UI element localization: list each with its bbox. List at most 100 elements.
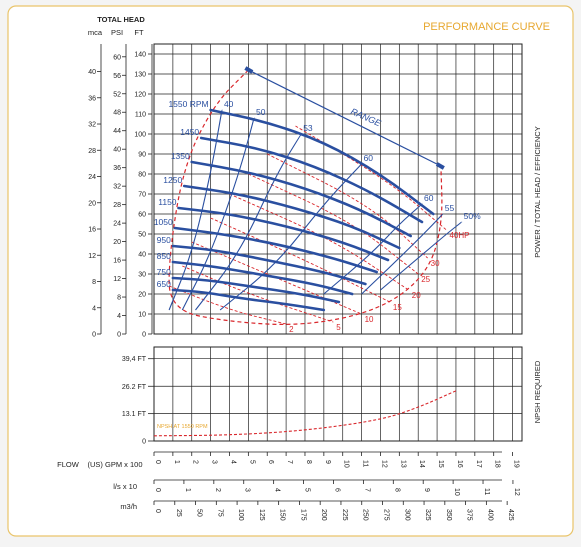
chart-title: PERFORMANCE CURVE	[423, 21, 550, 33]
gpm-tick-label: 14	[418, 460, 425, 468]
ls-tick-label: 9	[423, 488, 430, 492]
npsh-tick-label: 26.2 FT	[122, 384, 147, 391]
gpm-tick-label: 11	[362, 460, 369, 467]
gpm-tick-label: 5	[248, 460, 255, 464]
mca-tick-label: 20	[88, 200, 96, 207]
mca-tick-label: 32	[88, 122, 96, 129]
npsh-tick-label: 39,4 FT	[122, 356, 147, 363]
psi-tick-label: 32	[113, 184, 121, 191]
efficiency-curve-label: 55	[445, 203, 455, 213]
speed-curve-label: 1450	[180, 127, 199, 137]
m3h-tick-label: 275	[383, 509, 390, 521]
gpm-tick-label: 18	[494, 460, 501, 468]
flow-label: FLOW	[57, 460, 80, 469]
power-curve-label: 25	[421, 275, 430, 284]
ls-tick-label: 2	[214, 488, 221, 492]
mca-tick-label: 40	[88, 69, 96, 76]
m3h-tick-label: 300	[403, 509, 410, 521]
gpm-tick-label: 4	[229, 460, 236, 464]
ls-tick-label: 12	[513, 488, 520, 496]
mca-tick-label: 0	[92, 332, 96, 339]
gpm-tick-label: 17	[475, 460, 482, 468]
gpm-tick-label: 10	[343, 460, 350, 468]
speed-curve	[171, 288, 326, 312]
m3h-tick-label: 75	[216, 509, 223, 517]
ft-tick-label: 90	[138, 152, 146, 159]
mca-tick-label: 16	[88, 227, 96, 234]
psi-tick-label: 60	[113, 54, 121, 61]
speed-curve	[182, 184, 401, 250]
power-curve	[168, 285, 287, 325]
m3h-label: m3/h	[120, 502, 137, 511]
gpm-tick-label: 1	[173, 460, 180, 464]
m3h-tick-label: 50	[196, 509, 203, 517]
main-plot-frame	[153, 43, 523, 335]
ft-tick-label: 30	[138, 272, 146, 279]
npsh-tick-label: 0	[142, 439, 146, 446]
efficiency-curve	[323, 203, 423, 295]
m3h-tick-label: 325	[424, 509, 431, 521]
gpm-tick-label: 19	[513, 460, 520, 468]
efficiency-curve	[168, 109, 223, 311]
speed-curve-label: 1050	[154, 217, 173, 227]
speed-curve	[177, 206, 390, 262]
mca-tick-label: 8	[92, 279, 96, 286]
speed-curve	[171, 276, 341, 304]
mca-tick-label: 28	[88, 148, 96, 155]
speed-curve-label: 950	[157, 235, 171, 245]
ft-tick-label: 0	[142, 332, 146, 339]
m3h-tick-label: 125	[258, 509, 265, 521]
npsh-curve	[153, 390, 457, 437]
gpm-tick-label: 12	[380, 460, 387, 468]
operating-boundary-curve	[168, 69, 443, 325]
psi-tick-label: 44	[113, 128, 121, 135]
gpm-tick-label: 9	[324, 460, 331, 464]
m3h-tick-label: 25	[175, 509, 182, 517]
efficiency-curve-label: 50	[256, 107, 266, 117]
psi-tick-label: 20	[113, 239, 121, 246]
mca-tick-label: 24	[88, 174, 96, 181]
speed-curve-label: 750	[157, 267, 171, 277]
speed-curve	[209, 108, 435, 216]
ls-tick-label: 3	[244, 488, 251, 492]
gpm-tick-label: 2	[192, 460, 199, 464]
power-curve	[295, 125, 447, 231]
tick-layer: 1401301201101009080706050403020100605652…	[88, 44, 520, 521]
psi-tick-label: 0	[117, 332, 121, 339]
mca-tick-label: 4	[92, 305, 96, 312]
efficiency-curve-label: 40	[224, 99, 234, 109]
ft-tick-label: 110	[135, 112, 146, 119]
range-line	[248, 69, 442, 167]
speed-curve	[173, 226, 378, 274]
speed-curve	[190, 160, 412, 238]
ls-tick-label: 11	[483, 488, 490, 495]
speed-curve-label: 650	[157, 279, 171, 289]
gpm-tick-label: 0	[154, 460, 161, 464]
power-curve	[266, 153, 428, 259]
ft-tick-label: 140	[134, 52, 146, 59]
ft-tick-label: 130	[134, 72, 146, 79]
m3h-tick-label: 150	[279, 509, 286, 521]
gpm-tick-label: 13	[399, 460, 406, 468]
efficiency-curve-label: 53	[303, 123, 313, 133]
range-end-marker	[244, 66, 254, 74]
unit-mca: mca	[88, 28, 103, 37]
ls-tick-label: 1	[184, 488, 191, 492]
efficiency-curve-label: 50%	[464, 211, 481, 221]
ls-tick-label: 10	[453, 488, 460, 496]
power-curve-label: 40HP	[450, 231, 470, 240]
efficiency-curve	[380, 221, 463, 291]
m3h-tick-label: 250	[362, 509, 369, 521]
head-axis-header: TOTAL HEAD	[97, 15, 145, 24]
speed-curve	[199, 136, 424, 224]
ft-tick-label: 10	[138, 312, 146, 319]
mca-tick-label: 36	[88, 95, 96, 102]
gpm-tick-label: 15	[437, 460, 444, 468]
m3h-tick-label: 175	[299, 509, 306, 521]
unit-psi: PSI	[111, 28, 123, 37]
unit-ft: FT	[134, 28, 144, 37]
ls-tick-label: 5	[304, 488, 311, 492]
m3h-tick-label: 400	[486, 509, 493, 521]
psi-tick-label: 36	[113, 165, 121, 172]
